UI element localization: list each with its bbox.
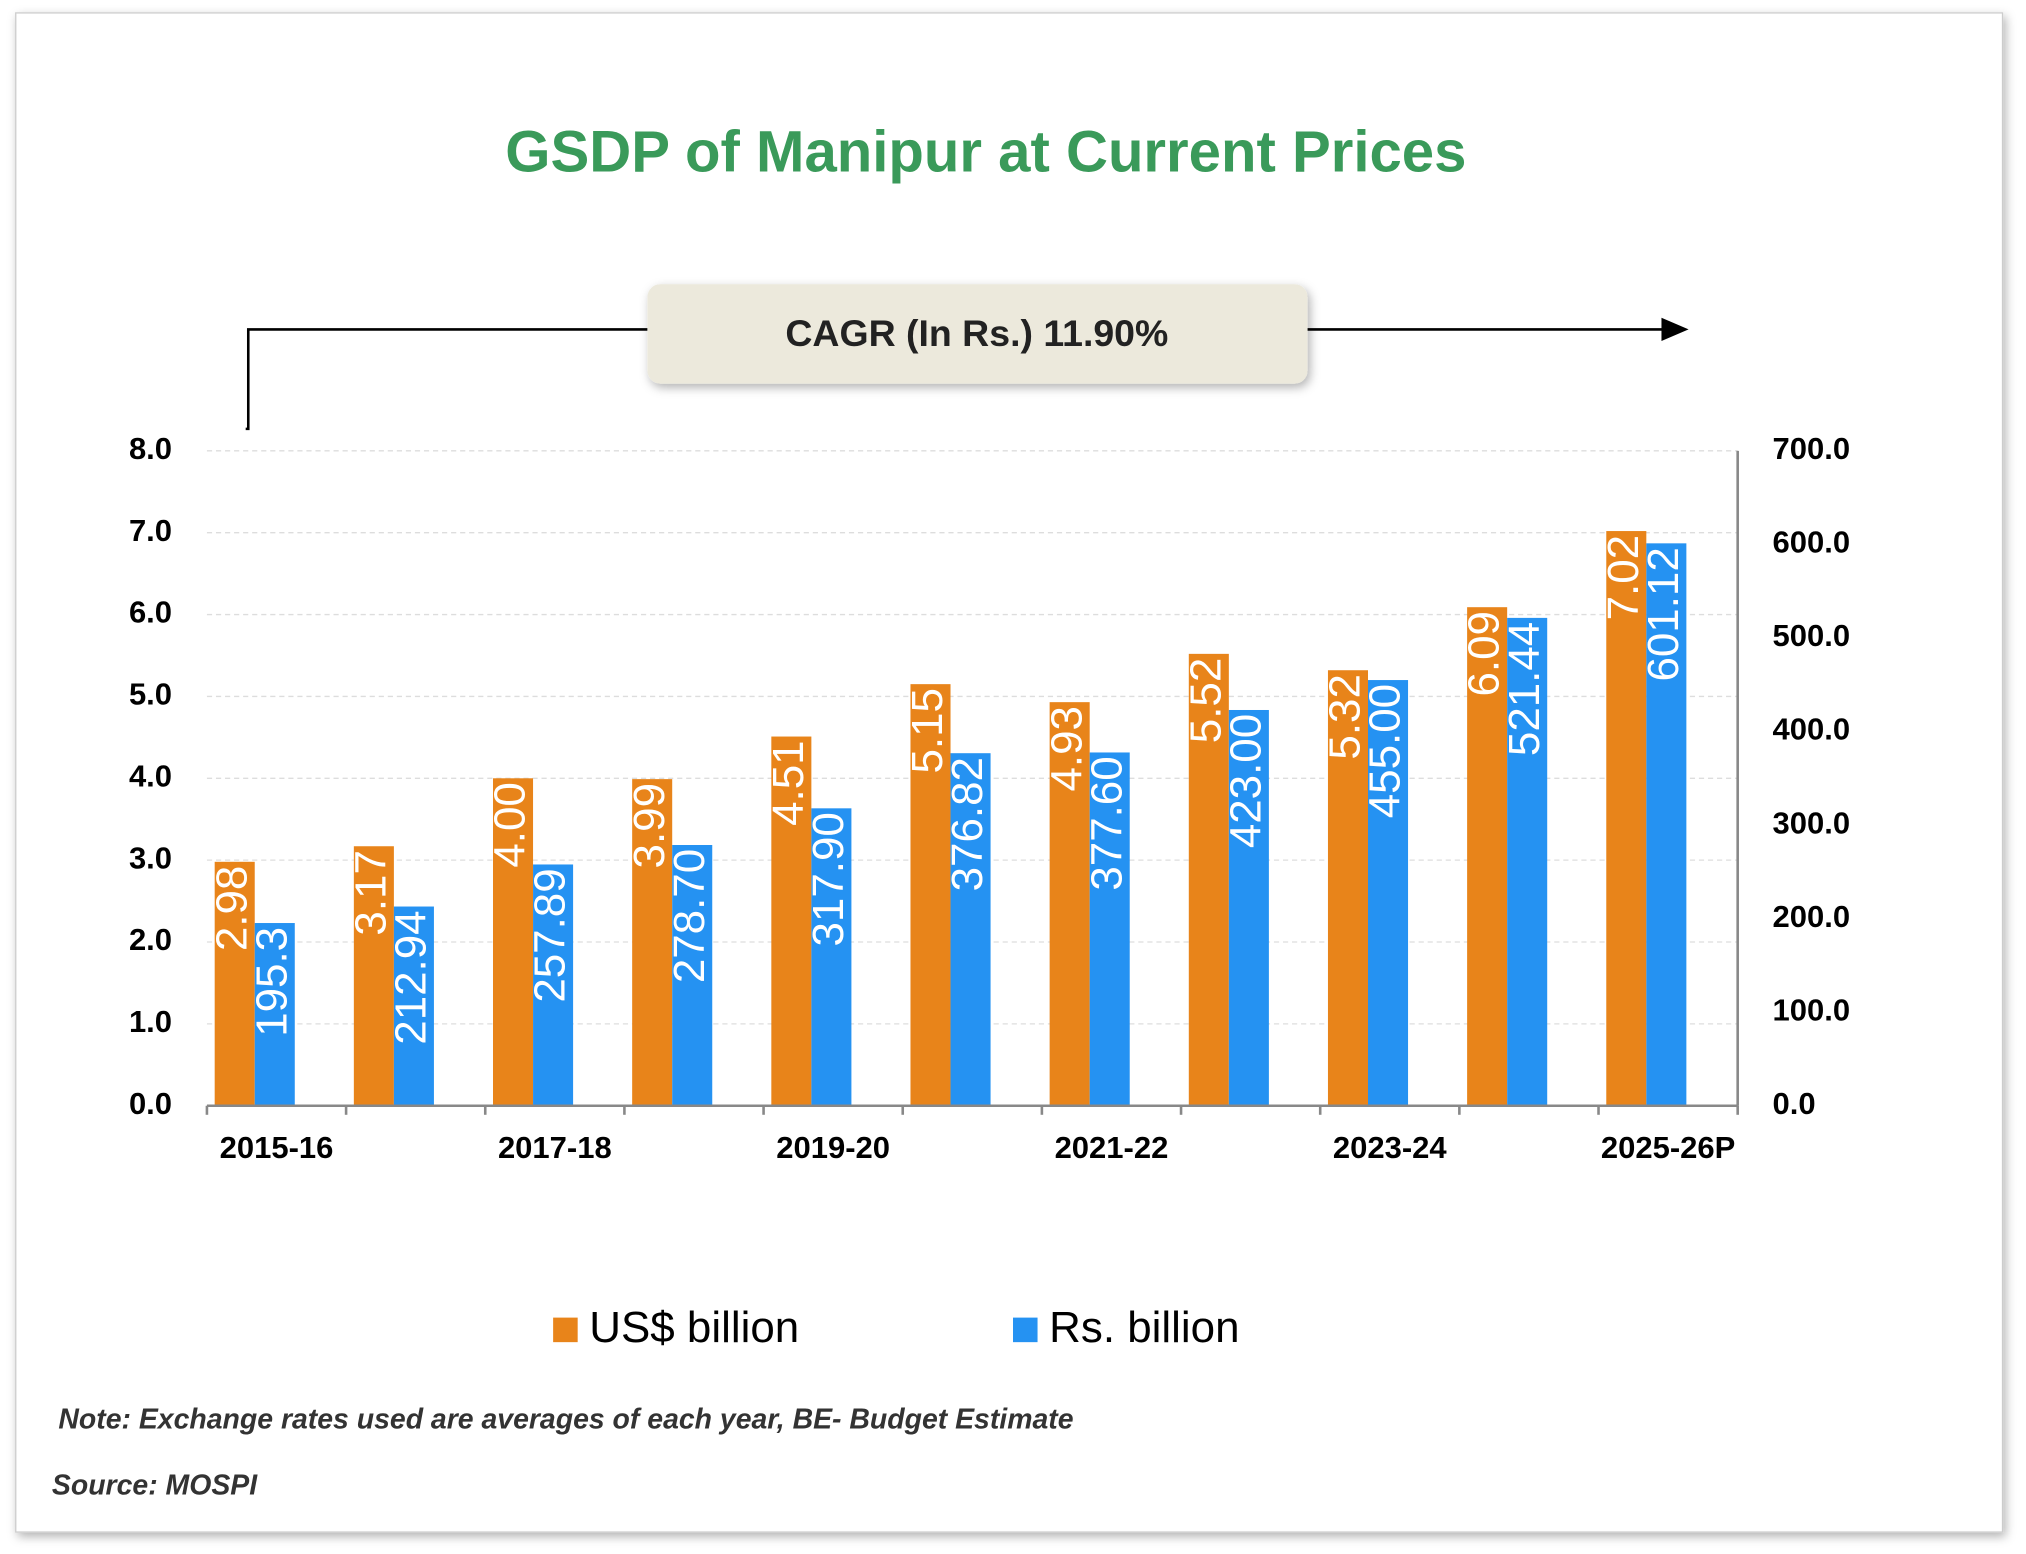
bar (1507, 617, 1548, 1106)
data-label: 212.94 (387, 910, 436, 1044)
data-label: 4.51 (764, 740, 813, 825)
bar (1188, 653, 1229, 1106)
data-label: 3.17 (346, 850, 395, 935)
data-label: 278.70 (665, 849, 714, 983)
y2-tick-label: 600.0 (1773, 525, 1851, 560)
bar (1327, 670, 1369, 1106)
legend-swatch (1013, 1317, 1038, 1343)
bar (672, 845, 713, 1106)
annotation: CAGR (In Rs.) 11.90% (785, 312, 1168, 354)
bar (1467, 607, 1508, 1106)
x-tick-label: 2025-26P (1601, 1130, 1735, 1165)
y2-tick-label: 400.0 (1773, 712, 1851, 747)
data-label: 317.90 (804, 812, 853, 946)
bar (950, 753, 991, 1106)
y-tick-label: 6.0 (129, 595, 172, 630)
bar (1646, 543, 1687, 1106)
x-tick-label: 2023-24 (1333, 1130, 1448, 1165)
bar (632, 779, 673, 1106)
y2-tick-label: 0.0 (1773, 1086, 1816, 1121)
arrow-line (245, 328, 648, 431)
annotation-box (647, 284, 1308, 384)
data-label: 601.12 (1639, 547, 1688, 681)
bar (353, 846, 394, 1106)
y-tick-label: 7.0 (129, 513, 172, 548)
x-tick-label: 2015-16 (220, 1130, 334, 1165)
data-label: 423.00 (1221, 714, 1270, 848)
chart-title: GSDP of Manipur at Current Prices (505, 120, 1466, 185)
source: Source: MOSPI (52, 1469, 258, 1501)
data-label: 3.99 (625, 783, 674, 868)
data-label: 5.52 (1181, 658, 1230, 743)
y-tick-label: 4.0 (129, 758, 172, 793)
arrow-head (1661, 317, 1689, 342)
x-tick-label: 2019-20 (776, 1130, 890, 1165)
x-tick-label: 2021-22 (1055, 1130, 1169, 1165)
data-label: 4.93 (1042, 706, 1091, 791)
bar (1606, 531, 1647, 1106)
data-label: 455.00 (1361, 684, 1410, 818)
legend-swatch (553, 1317, 578, 1343)
data-label: 521.44 (1500, 622, 1549, 756)
y2-tick-label: 100.0 (1773, 992, 1851, 1027)
data-label: 4.00 (486, 782, 535, 867)
y-tick-label: 8.0 (129, 431, 172, 466)
bar (1049, 702, 1090, 1106)
bar (393, 906, 434, 1106)
data-label: 7.02 (1599, 535, 1648, 620)
bar (493, 778, 534, 1106)
y-tick-label: 1.0 (129, 1004, 172, 1039)
y-tick-label: 0.0 (129, 1086, 172, 1121)
y2-tick-label: 500.0 (1773, 618, 1851, 653)
bar (533, 864, 574, 1106)
y-tick-label: 3.0 (129, 840, 172, 875)
y-tick-label: 2.0 (129, 922, 172, 957)
bar (214, 861, 255, 1106)
y2-tick-label: 700.0 (1773, 431, 1851, 466)
data-label: 257.89 (526, 868, 575, 1002)
bar (811, 808, 852, 1106)
data-label: 376.82 (943, 757, 992, 891)
legend-label: Rs. billion (1049, 1303, 1239, 1352)
data-label: 5.15 (903, 688, 952, 773)
bar (254, 923, 295, 1106)
data-label: 2.98 (207, 866, 256, 951)
frame (15, 12, 2004, 1533)
bar (910, 684, 951, 1106)
bar (1089, 752, 1130, 1106)
data-label: 377.60 (1082, 756, 1131, 890)
x-tick-label: 2017-18 (498, 1130, 612, 1165)
data-label: 195.3 (247, 927, 296, 1037)
y2-tick-label: 300.0 (1773, 805, 1851, 840)
legend-label: US$ billion (589, 1303, 799, 1352)
data-label: 5.32 (1321, 674, 1370, 759)
y-tick-label: 5.0 (129, 677, 172, 712)
bar (1228, 709, 1269, 1106)
y2-tick-label: 200.0 (1773, 899, 1851, 934)
bar (771, 736, 812, 1106)
data-label: 6.09 (1460, 611, 1509, 696)
note: Note: Exchange rates used are averages o… (58, 1403, 1073, 1435)
bar (1368, 680, 1409, 1106)
